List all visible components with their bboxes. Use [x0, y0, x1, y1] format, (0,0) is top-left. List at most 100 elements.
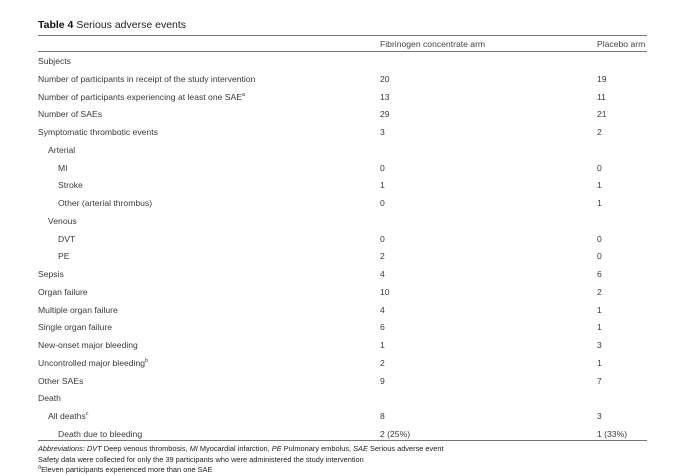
table-row: Organ failure 10 2 [0, 286, 685, 303]
row-label: Number of participants in receipt of the… [38, 73, 256, 84]
cell-placebo: 1 [597, 198, 602, 208]
cell-placebo: 3 [597, 411, 602, 421]
table-row: PE 2 0 [0, 250, 685, 267]
row-label: All deaths [48, 411, 86, 421]
footnote-a-text: Eleven participants experienced more tha… [41, 465, 213, 474]
cell-fibrinogen: 20 [380, 73, 390, 84]
table-row: Symptomatic thrombotic events 3 2 [0, 126, 685, 143]
cell-placebo: 19 [597, 73, 607, 84]
table-row: Sepsis 4 6 [0, 268, 685, 285]
table-top-rule [38, 35, 647, 36]
footnote-abbreviations: Abbreviations: DVT Deep venous thrombosi… [38, 444, 444, 453]
table-row: Uncontrolled major bleedingb 2 1 [0, 357, 685, 374]
cell-fibrinogen: 4 [380, 304, 385, 315]
cell-fibrinogen: 0 [380, 198, 385, 208]
cell-fibrinogen: 9 [380, 375, 385, 386]
cell-placebo: 1 [597, 322, 602, 333]
cell-fibrinogen: 6 [380, 322, 385, 333]
row-label: Death due to bleeding [58, 428, 143, 439]
cell-placebo: 0 [597, 162, 602, 173]
row-label: Death [38, 393, 61, 404]
cell-fibrinogen: 2 [380, 251, 385, 262]
abbrev-term: SAE [353, 444, 368, 453]
row-label: PE [58, 251, 70, 262]
cell-placebo: 11 [597, 91, 606, 102]
table-row: All deathsc 8 3 [0, 410, 685, 427]
row-label: MI [58, 162, 68, 173]
abbrev-definition: Serious adverse event [367, 444, 444, 453]
row-label: Other SAEs [38, 375, 84, 386]
cell-fibrinogen: 8 [380, 411, 385, 421]
cell-fibrinogen: 2 (25%) [380, 428, 411, 439]
cell-placebo: 6 [597, 269, 602, 279]
table-row: Stroke 1 1 [0, 179, 685, 196]
table-bottom-rule [38, 440, 647, 441]
abbrev-term: MI [189, 444, 198, 453]
footnote-a-marker: a [38, 464, 42, 471]
row-label-footnote-marker: c [85, 411, 89, 418]
abbrev-definition: Myocardial infarction, [197, 444, 272, 453]
header-bottom-rule [38, 51, 647, 52]
row-label: Venous [48, 215, 77, 226]
abbrev-definition: Deep venous thrombosis, [101, 444, 190, 453]
row-label: Organ failure [38, 286, 88, 297]
cell-placebo: 1 (33%) [597, 428, 628, 439]
table-row: Number of participants in receipt of the… [0, 73, 685, 90]
column-header-placebo: Placebo arm [597, 39, 646, 49]
cell-placebo: 0 [597, 251, 602, 262]
table-row: Death [0, 392, 685, 409]
row-label: Number of participants experiencing at l… [38, 91, 242, 102]
table-row: Number of participants experiencing at l… [0, 91, 685, 108]
cell-fibrinogen: 1 [380, 180, 385, 191]
column-header-fibrinogen: Fibrinogen concentrate arm [380, 39, 486, 49]
table-row: MI 0 0 [0, 162, 685, 179]
table-row: Death due to bleeding 2 (25%) 1 (33%) [0, 428, 685, 445]
table-caption-label: Table 4 [38, 19, 74, 31]
row-label: Arterial [48, 144, 76, 155]
table-row: Subjects [0, 55, 685, 72]
abbrev-term: DVT [86, 444, 102, 453]
table-row: Arterial [0, 144, 685, 161]
table-row: Number of SAEs 29 21 [0, 108, 685, 125]
row-label: Multiple organ failure [38, 304, 118, 315]
row-label: DVT [58, 233, 76, 244]
table-row: Other (arterial thrombus) 0 1 [0, 197, 685, 214]
cell-fibrinogen: 4 [380, 269, 385, 279]
cell-fibrinogen: 10 [380, 286, 390, 297]
abbrev-definition: Pulmonary embolus, [281, 444, 354, 453]
footnote-abbrev-label: Abbreviations: [38, 444, 85, 453]
cell-placebo: 1 [597, 180, 602, 191]
row-label: Single organ failure [38, 322, 113, 333]
table-row: DVT 0 0 [0, 233, 685, 250]
table-row: Venous [0, 215, 685, 232]
cell-fibrinogen: 3 [380, 127, 385, 137]
cell-fibrinogen: 29 [380, 109, 390, 120]
row-label: Stroke [58, 180, 83, 191]
cell-placebo: 21 [597, 109, 607, 120]
cell-fibrinogen: 13 [380, 91, 390, 102]
table-row: Single organ failure 6 1 [0, 321, 685, 338]
cell-fibrinogen: 2 [380, 357, 385, 368]
row-label: New-onset major bleeding [38, 340, 138, 350]
row-label: Subjects [38, 56, 71, 66]
table-caption: Table 4 Serious adverse events [38, 19, 186, 31]
cell-placebo: 3 [597, 340, 602, 350]
row-label-wrapper: Uncontrolled major bleedingb [38, 357, 148, 369]
cell-placebo: 1 [597, 304, 602, 315]
footnote-a: aEleven participants experienced more th… [38, 465, 212, 474]
cell-placebo: 2 [597, 286, 602, 297]
footnote-safety-note: Safety data were collected for only the … [38, 455, 364, 464]
cell-fibrinogen: 1 [380, 340, 385, 350]
table-row: New-onset major bleeding 1 3 [0, 339, 685, 356]
row-label-footnote-marker: a [241, 91, 246, 98]
row-label-footnote-marker: b [145, 357, 149, 364]
row-label: Other (arterial thrombus) [58, 198, 153, 208]
table-row: Other SAEs 9 7 [0, 375, 685, 392]
row-label: Uncontrolled major bleeding [38, 357, 146, 368]
cell-placebo: 0 [597, 233, 602, 244]
row-label: Number of SAEs [38, 109, 102, 120]
row-label: Symptomatic thrombotic events [38, 127, 158, 137]
cell-placebo: 1 [597, 357, 602, 368]
cell-placebo: 7 [597, 375, 602, 386]
